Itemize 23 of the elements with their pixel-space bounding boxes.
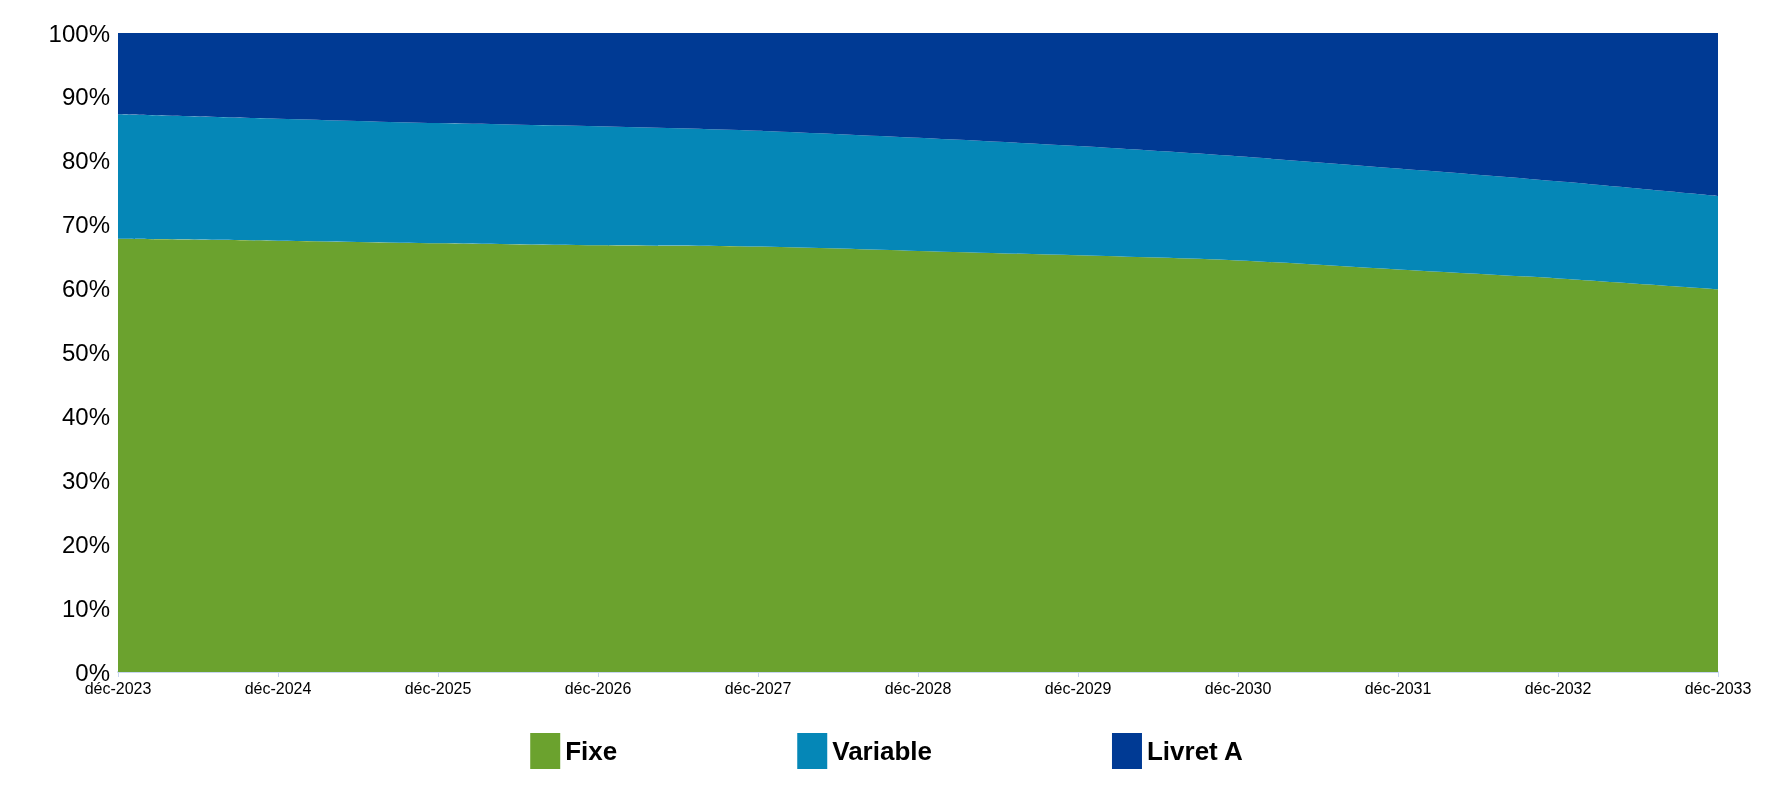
- x-tick-label: déc-2026: [564, 679, 632, 697]
- y-tick-label: 100%: [48, 19, 110, 47]
- x-tick-label: déc-2024: [244, 679, 312, 697]
- y-tick-label: 60%: [61, 275, 110, 303]
- x-tick-label: déc-2027: [724, 679, 792, 697]
- y-tick-label: 50%: [61, 339, 110, 366]
- y-tick-label: 10%: [61, 594, 110, 622]
- x-tick-label: déc-2025: [404, 679, 472, 697]
- legend-label: Variable: [832, 736, 932, 766]
- y-tick-label: 40%: [61, 402, 110, 430]
- x-tick-label: déc-2032: [1524, 679, 1592, 697]
- x-tick-label: déc-2029: [1044, 679, 1112, 697]
- y-tick-label: 80%: [61, 147, 110, 175]
- y-tick-label: 20%: [61, 530, 110, 558]
- y-tick-label: 90%: [61, 83, 110, 111]
- x-tick-label: déc-2033: [1684, 679, 1752, 697]
- y-tick-label: 30%: [61, 466, 110, 494]
- legend-label: Fixe: [565, 736, 618, 766]
- x-tick-label: déc-2028: [884, 679, 952, 697]
- y-tick-label: 70%: [61, 211, 110, 239]
- x-tick-label: déc-2030: [1204, 679, 1272, 697]
- legend-label: Livret A: [1146, 736, 1244, 766]
- x-tick-label: déc-2031: [1364, 679, 1432, 697]
